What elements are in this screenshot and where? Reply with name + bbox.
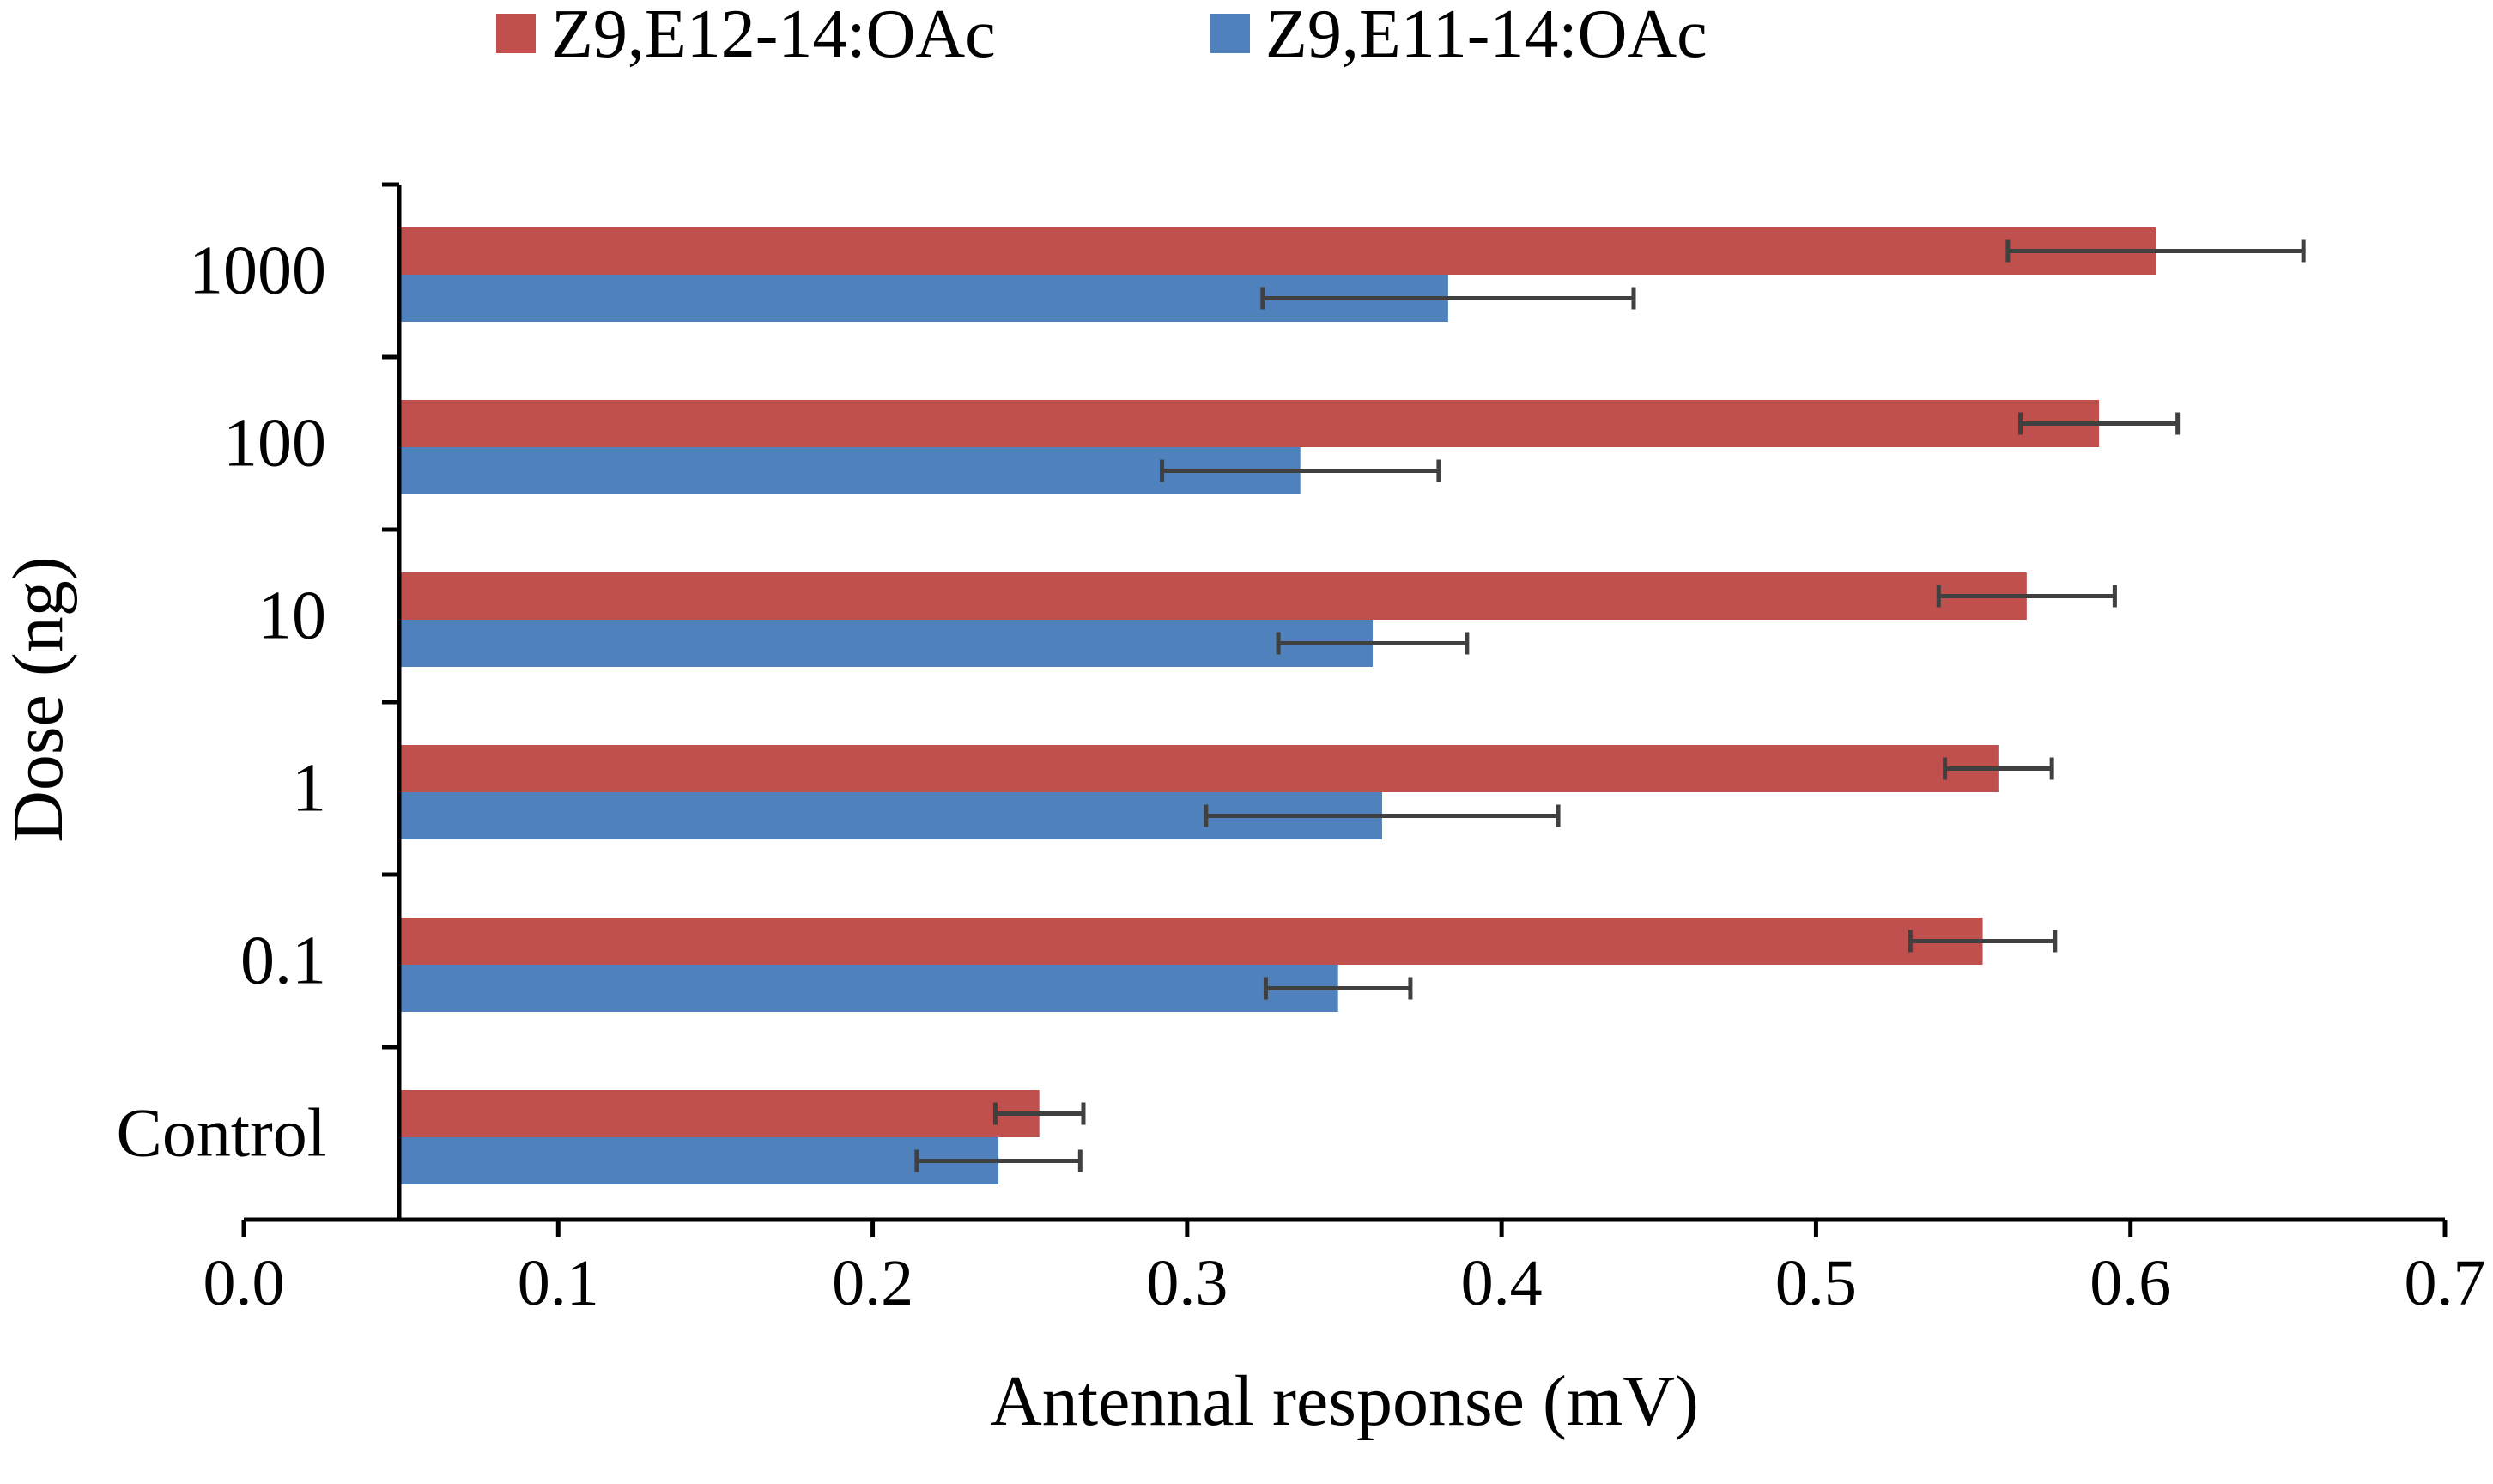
x-tick-label-4: 0.4 [1461, 1247, 1543, 1319]
bar-s1-4 [399, 447, 1301, 494]
bar-s0-3 [399, 572, 2027, 620]
legend-label-0: Z9,E12-14:OAc [551, 0, 996, 72]
x-tick-label-7: 0.7 [2405, 1247, 2486, 1319]
bar-s0-2 [399, 745, 1999, 792]
bar-s0-0 [399, 1090, 1040, 1137]
x-tick-label-1: 0.1 [518, 1247, 599, 1319]
category-label-0: Control [117, 1096, 326, 1172]
x-tick-label-3: 0.3 [1146, 1247, 1228, 1319]
bar-s1-1 [399, 965, 1338, 1012]
x-tick-label-5: 0.5 [1775, 1247, 1857, 1319]
bar-s1-0 [399, 1137, 999, 1184]
x-tick-label-0: 0.0 [203, 1247, 285, 1319]
y-axis-title: Dose (ng) [0, 556, 78, 843]
legend-swatch-0 [496, 14, 536, 53]
legend-swatch-1 [1210, 14, 1250, 53]
bar-s0-1 [399, 918, 1983, 965]
bar-s0-5 [399, 227, 2156, 275]
category-label-1: 0.1 [240, 924, 326, 999]
x-tick-label-6: 0.6 [2090, 1247, 2171, 1319]
category-label-3: 10 [258, 578, 326, 654]
bar-s1-3 [399, 620, 1373, 667]
x-tick-label-2: 0.2 [832, 1247, 913, 1319]
category-label-2: 1 [292, 751, 326, 827]
x-axis-title: Antennal response (mV) [990, 1361, 1699, 1441]
bar-s0-4 [399, 400, 2100, 447]
category-label-4: 100 [223, 406, 326, 482]
legend-label-1: Z9,E11-14:OAc [1265, 0, 1707, 72]
category-label-5: 1000 [189, 233, 326, 309]
